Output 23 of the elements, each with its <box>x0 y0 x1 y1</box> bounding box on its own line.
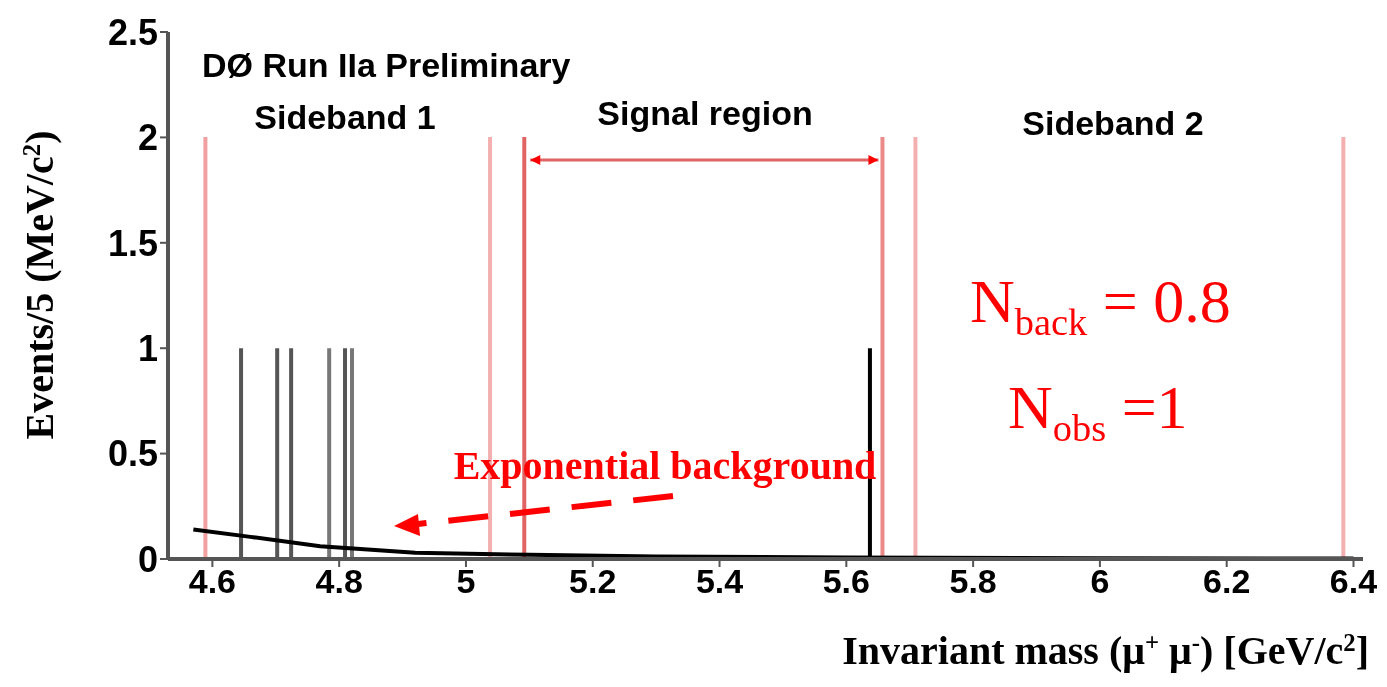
x-tick-label: 6.4 <box>1329 562 1378 601</box>
x-axis-title: Invariant mass (μ$^{+}$ μ$^{-}$) [GeV/c$^{2}$] <box>842 628 1369 673</box>
x-tick-label: 5.2 <box>569 562 617 601</box>
x-tick-label: 5 <box>456 562 476 601</box>
y-tick-label: 0.5 <box>107 433 158 475</box>
x-tick-label: 5.6 <box>822 562 870 601</box>
annotation: N$_{obs}$ =1 <box>1008 373 1188 450</box>
annotation: Sideband 1 <box>254 98 436 136</box>
x-tick-label: 5.8 <box>949 562 997 601</box>
y-tick-label: 0 <box>137 538 158 580</box>
y-tick-label: 2.5 <box>107 11 158 53</box>
x-tick-label: 4.8 <box>315 562 363 601</box>
annotation: N$_{back}$ = 0.8 <box>970 267 1231 344</box>
x-tick-label: 4.6 <box>188 562 237 601</box>
annotation: DØ Run IIa Preliminary <box>202 46 571 84</box>
x-tick-label: 6 <box>1090 562 1110 601</box>
annotation: Sideband 2 <box>1022 104 1204 142</box>
y-tick-label: 1 <box>137 327 158 369</box>
y-tick-label: 1.5 <box>107 222 158 264</box>
x-tick-label: 5.4 <box>695 562 744 601</box>
annotation: Signal region <box>597 94 813 132</box>
x-tick-label: 6.2 <box>1203 562 1251 601</box>
y-tick-label: 2 <box>137 117 158 159</box>
